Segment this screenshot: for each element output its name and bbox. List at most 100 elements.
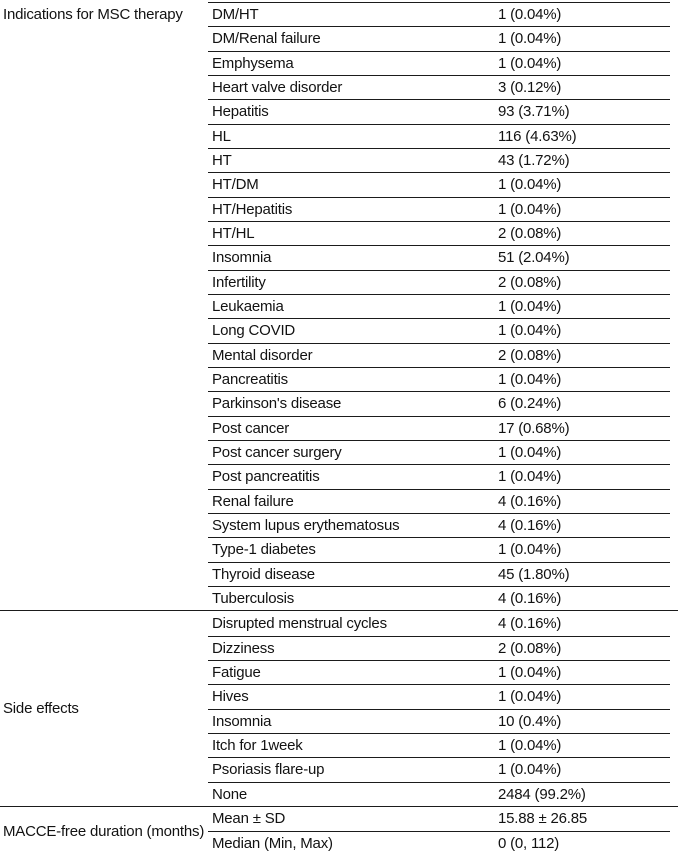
row-value: 1 (0.04%) <box>498 298 562 316</box>
table-row: HL 116 (4.63%) <box>208 123 670 148</box>
row-value: 1 (0.04%) <box>498 737 562 754</box>
row-value: 1 (0.04%) <box>498 468 562 486</box>
table-row: Disrupted menstrual cycles 4 (0.16%) <box>208 611 670 635</box>
table-row: Hives 1 (0.04%) <box>208 684 670 708</box>
row-value: 4 (0.16%) <box>498 492 562 510</box>
table-row: Median (Min, Max) 0 (0, 112) <box>208 831 670 855</box>
row-name: Hives <box>212 688 249 706</box>
row-value: 4 (0.16%) <box>498 590 562 608</box>
row-value: 2 (0.08%) <box>498 639 562 657</box>
row-name: Post cancer <box>212 419 290 437</box>
table-row: Post cancer surgery 1 (0.04%) <box>208 439 670 464</box>
row-value: 17 (0.68%) <box>498 419 570 437</box>
table-row: Long COVID 1 (0.04%) <box>208 318 670 342</box>
table-row: Fatigue 1 (0.04%) <box>208 659 670 684</box>
row-name: Leukaemia <box>212 298 284 316</box>
row-name: None <box>212 785 248 803</box>
table-section: MACCE-free duration (months) Mean ± SD 1… <box>0 805 678 855</box>
table-row: Insomnia 51 (2.04%) <box>208 245 670 269</box>
section-rows: Mean ± SD 15.88 ± 26.85 Median (Min, Max… <box>208 807 670 855</box>
table-row: Mental disorder 2 (0.08%) <box>208 342 670 367</box>
row-name: Tuberculosis <box>212 590 295 608</box>
table-row: Leukaemia 1 (0.04%) <box>208 293 670 318</box>
row-value: 1 (0.04%) <box>498 371 562 389</box>
table-section: Indications for MSC therapy DM/HT 1 (0.0… <box>0 2 678 610</box>
row-value: 4 (0.16%) <box>498 517 562 535</box>
table-row: Dizziness 2 (0.08%) <box>208 635 670 660</box>
row-value: 2 (0.08%) <box>498 273 562 291</box>
row-name: System lupus erythematosus <box>212 517 400 535</box>
table-row: HT/DM 1 (0.04%) <box>208 172 670 196</box>
table-row: Thyroid disease 45 (1.80%) <box>208 561 670 586</box>
table-row: Infertility 2 (0.08%) <box>208 269 670 294</box>
row-name: Post pancreatitis <box>212 468 320 486</box>
row-value: 2484 (99.2%) <box>498 785 586 803</box>
row-name: Parkinson's disease <box>212 395 342 413</box>
row-value: 6 (0.24%) <box>498 395 562 413</box>
table-row: HT/Hepatitis 1 (0.04%) <box>208 196 670 221</box>
row-name: DM/HT <box>212 6 259 24</box>
row-name: Long COVID <box>212 322 296 340</box>
row-value: 15.88 ± 26.85 <box>498 810 588 828</box>
table-row: Hepatitis 93 (3.71%) <box>208 99 670 123</box>
row-value: 0 (0, 112) <box>498 835 560 853</box>
table-row: Itch for 1week 1 (0.04%) <box>208 732 670 757</box>
table-row: Renal failure 4 (0.16%) <box>208 488 670 513</box>
row-value: 10 (0.4%) <box>498 712 562 730</box>
row-name: Thyroid disease <box>212 565 315 583</box>
table-row: Type-1 diabetes 1 (0.04%) <box>208 537 670 561</box>
row-name: Type-1 diabetes <box>212 541 316 559</box>
row-name: HT/HL <box>212 225 255 243</box>
row-name: Insomnia <box>212 712 272 730</box>
row-name: Emphysema <box>212 54 294 72</box>
row-name: HL <box>212 127 231 145</box>
row-name: Dizziness <box>212 639 275 657</box>
row-value: 51 (2.04%) <box>498 249 570 267</box>
table-row: HT 43 (1.72%) <box>208 147 670 172</box>
table-row: Tuberculosis 4 (0.16%) <box>208 585 670 610</box>
row-value: 1 (0.04%) <box>498 761 562 779</box>
row-value: 1 (0.04%) <box>498 322 562 340</box>
row-name: Infertility <box>212 273 266 291</box>
table-row: HT/HL 2 (0.08%) <box>208 220 670 245</box>
table-row: Heart valve disorder 3 (0.12%) <box>208 74 670 99</box>
table-row: Post pancreatitis 1 (0.04%) <box>208 464 670 488</box>
row-name: DM/Renal failure <box>212 30 321 48</box>
row-value: 3 (0.12%) <box>498 79 562 97</box>
table-section: Side effects Disrupted menstrual cycles … <box>0 610 678 806</box>
row-name: Renal failure <box>212 492 294 510</box>
row-name: Heart valve disorder <box>212 79 343 97</box>
table-row: DM/HT 1 (0.04%) <box>208 2 670 26</box>
section-rows: Disrupted menstrual cycles 4 (0.16%) Diz… <box>208 611 670 806</box>
table-row: Emphysema 1 (0.04%) <box>208 50 670 75</box>
table-row: Psoriasis flare-up 1 (0.04%) <box>208 757 670 781</box>
row-value: 45 (1.80%) <box>498 565 570 583</box>
table-row: Parkinson's disease 6 (0.24%) <box>208 391 670 415</box>
row-name: HT/DM <box>212 176 259 194</box>
row-name: Hepatitis <box>212 103 269 121</box>
row-name: Disrupted menstrual cycles <box>212 614 387 632</box>
table-row: Insomnia 10 (0.4%) <box>208 708 670 733</box>
table-row: Post cancer 17 (0.68%) <box>208 415 670 440</box>
section-label: Indications for MSC therapy <box>3 6 183 23</box>
row-name: Insomnia <box>212 249 272 267</box>
row-value: 1 (0.04%) <box>498 6 562 24</box>
table-row: DM/Renal failure 1 (0.04%) <box>208 26 670 50</box>
row-name: Median (Min, Max) <box>212 835 333 853</box>
row-name: Fatigue <box>212 664 261 682</box>
table-row: System lupus erythematosus 4 (0.16%) <box>208 512 670 537</box>
section-label: Side effects <box>3 700 79 718</box>
row-name: Post cancer surgery <box>212 444 342 462</box>
table-row: None 2484 (99.2%) <box>208 781 670 806</box>
row-value: 1 (0.04%) <box>498 176 562 194</box>
row-value: 2 (0.08%) <box>498 225 562 243</box>
row-name: Mental disorder <box>212 346 313 364</box>
row-value: 1 (0.04%) <box>498 688 562 706</box>
row-value: 1 (0.04%) <box>498 30 562 48</box>
row-value: 43 (1.72%) <box>498 152 570 170</box>
section-rows: DM/HT 1 (0.04%) DM/Renal failure 1 (0.04… <box>208 2 670 610</box>
row-name: HT/Hepatitis <box>212 200 293 218</box>
row-value: 1 (0.04%) <box>498 200 562 218</box>
row-name: Itch for 1week <box>212 737 303 754</box>
table-row: Mean ± SD 15.88 ± 26.85 <box>208 807 670 831</box>
